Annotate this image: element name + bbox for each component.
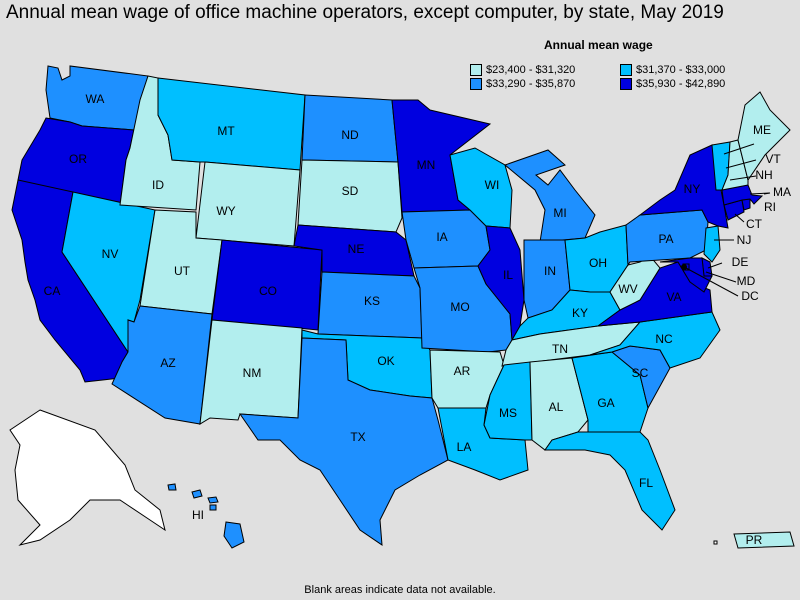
state-label-VT: VT	[765, 152, 781, 166]
state-SD[interactable]	[297, 159, 403, 233]
state-AK[interactable]	[9, 409, 166, 546]
state-label-ME: ME	[753, 123, 771, 137]
state-label-DC: DC	[741, 289, 759, 303]
legend-swatch-4	[620, 78, 632, 90]
legend-item-3: $33,290 - $35,870	[470, 78, 575, 90]
legend-label-3: $33,290 - $35,870	[486, 78, 576, 90]
state-label-OR: OR	[69, 152, 87, 166]
state-label-HI: HI	[192, 508, 204, 522]
state-label-CO: CO	[259, 284, 277, 298]
state-LA[interactable]	[437, 407, 529, 481]
legend-item-4: $35,930 - $42,890	[620, 78, 725, 90]
state-MA[interactable]	[721, 184, 764, 206]
footnote: Blank areas indicate data not available.	[304, 584, 496, 596]
label-leader-lines	[685, 143, 771, 297]
legend-item-2: $31,370 - $33,000	[620, 64, 725, 76]
state-label-NH: NH	[755, 168, 772, 182]
state-label-NC: NC	[655, 332, 673, 346]
state-label-ID: ID	[152, 178, 164, 192]
state-label-MT: MT	[217, 124, 235, 138]
state-WY[interactable]	[195, 161, 301, 247]
state-RI[interactable]	[741, 198, 751, 211]
state-label-MA: MA	[773, 185, 791, 199]
state-label-NM: NM	[243, 366, 262, 380]
state-label-MO: MO	[450, 300, 469, 314]
state-label-NY: NY	[684, 182, 701, 196]
state-label-NV: NV	[102, 247, 119, 261]
legend-title: Annual mean wage	[544, 38, 653, 52]
state-label-PA: PA	[658, 232, 673, 246]
legend-label-4: $35,930 - $42,890	[636, 78, 726, 90]
state-WV[interactable]	[609, 255, 661, 311]
state-label-KS: KS	[364, 294, 380, 308]
state-label-CT: CT	[746, 217, 763, 231]
state-label-SD: SD	[342, 184, 359, 198]
state-label-LA: LA	[457, 440, 472, 454]
state-label-PR: PR	[746, 533, 763, 547]
state-NC[interactable]	[589, 311, 721, 369]
legend-swatch-1	[470, 64, 482, 76]
state-MT[interactable]	[157, 77, 306, 171]
state-ME[interactable]	[737, 91, 791, 182]
state-label-IN: IN	[544, 264, 556, 278]
state-label-MN: MN	[417, 158, 436, 172]
state-FL[interactable]	[544, 431, 676, 531]
state-PR[interactable]	[733, 531, 795, 549]
state-TX[interactable]	[238, 337, 449, 547]
state-label-MD: MD	[737, 274, 756, 288]
legend-label-1: $23,400 - $31,320	[486, 64, 576, 76]
state-label-AR: AR	[454, 364, 471, 378]
state-label-GA: GA	[597, 396, 614, 410]
state-label-SC: SC	[632, 366, 649, 380]
state-label-WV: WV	[618, 282, 637, 296]
state-MI[interactable]	[504, 149, 596, 243]
state-label-ND: ND	[341, 128, 359, 142]
state-label-VA: VA	[666, 290, 681, 304]
state-label-FL: FL	[639, 476, 653, 490]
state-label-MI: MI	[553, 206, 566, 220]
legend-label-2: $31,370 - $33,000	[636, 64, 726, 76]
state-label-IL: IL	[503, 268, 513, 282]
state-label-CA: CA	[44, 284, 61, 298]
state-label-OH: OH	[589, 256, 607, 270]
state-label-OK: OK	[377, 354, 394, 368]
legend-swatch-2	[620, 64, 632, 76]
state-label-IA: IA	[436, 230, 447, 244]
state-label-RI: RI	[764, 200, 776, 214]
state-label-AZ: AZ	[160, 356, 175, 370]
state-label-TX: TX	[350, 430, 365, 444]
legend-item-1: $23,400 - $31,320	[470, 64, 575, 76]
state-label-WY: WY	[216, 204, 235, 218]
state-label-KY: KY	[572, 306, 588, 320]
state-AR[interactable]	[429, 349, 505, 409]
state-NJ[interactable]	[703, 225, 721, 263]
state-label-MS: MS	[499, 406, 517, 420]
legend-swatch-3	[470, 78, 482, 90]
state-label-AL: AL	[549, 400, 564, 414]
state-label-NE: NE	[348, 242, 365, 256]
state-label-NJ: NJ	[737, 233, 752, 247]
state-label-UT: UT	[174, 264, 191, 278]
state-label-DE: DE	[732, 255, 749, 269]
dc-marker	[681, 264, 687, 270]
state-label-WI: WI	[485, 178, 500, 192]
puerto-rico-islet	[713, 540, 718, 545]
state-label-TN: TN	[552, 342, 568, 356]
state-label-WA: WA	[86, 92, 105, 106]
state-HI[interactable]	[167, 483, 245, 549]
map-title: Annual mean wage of office machine opera…	[6, 2, 724, 23]
